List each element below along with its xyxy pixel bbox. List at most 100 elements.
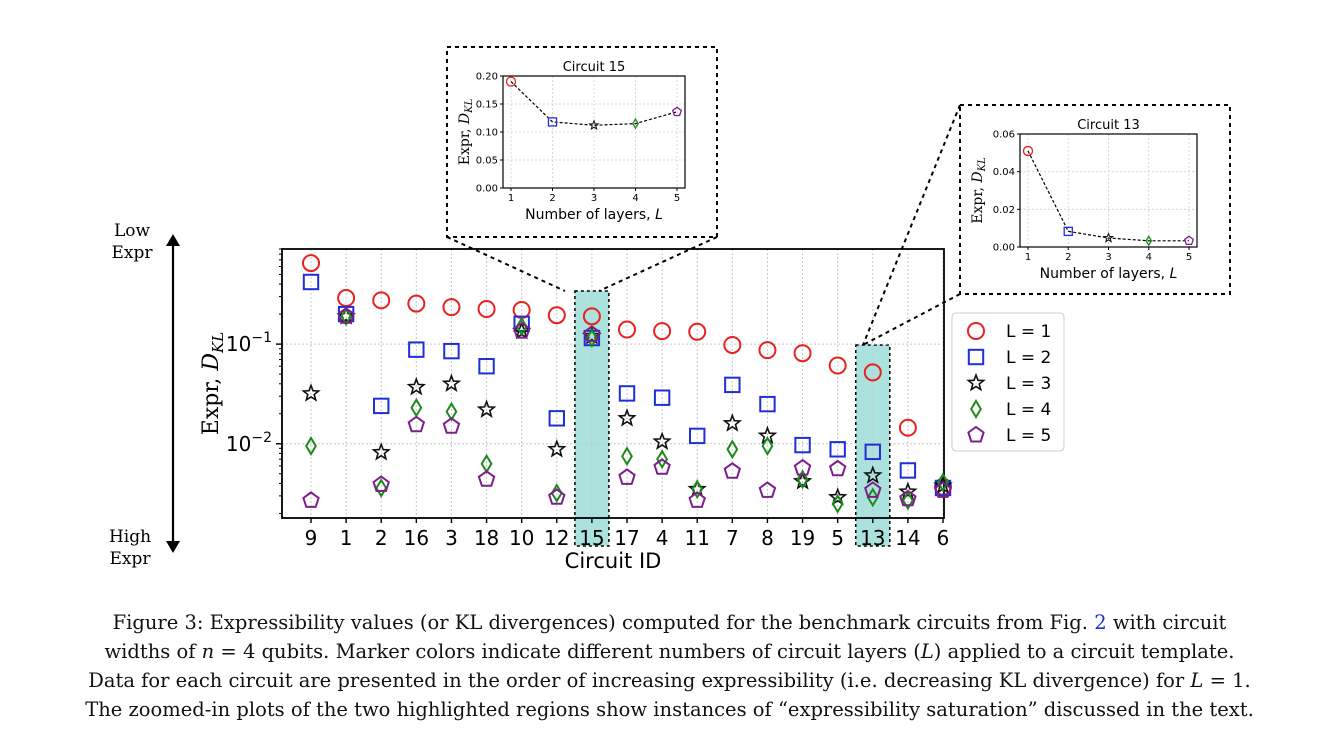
arrow-top-label: Low <box>114 221 151 241</box>
marker-circle-5 <box>828 356 847 375</box>
x-axis-label: Circuit ID <box>565 549 662 573</box>
marker-star-15 <box>582 325 602 345</box>
marker-circle-8 <box>758 341 777 360</box>
x-tick-label: 7 <box>726 526 739 550</box>
marker-pentagon-4 <box>653 458 671 475</box>
marker-diamond-11 <box>691 479 704 500</box>
inset-marker-L1 <box>505 76 517 87</box>
marker-diamond-15 <box>585 328 598 349</box>
marker-square-10 <box>513 315 530 332</box>
marker-diamond-19 <box>796 469 809 490</box>
marker-pentagon-8 <box>758 481 777 498</box>
marker-circle-16 <box>407 294 426 313</box>
marker-pentagon-1 <box>337 307 355 324</box>
marker-diamond-10 <box>515 316 528 337</box>
x-tick-label: 10 <box>509 526 534 550</box>
marker-star-8 <box>757 425 778 445</box>
marker-diamond-13 <box>866 487 879 508</box>
inset-y-tick-label: 0.10 <box>476 128 498 139</box>
marker-star-19 <box>792 470 813 490</box>
marker-diamond-17 <box>621 446 633 467</box>
inset-title: Circuit 15 <box>563 60 626 75</box>
marker-square-13 <box>864 443 881 461</box>
marker-pentagon-3 <box>442 416 461 434</box>
marker-diamond-12 <box>550 483 563 504</box>
inset-marker-L2 <box>547 117 558 127</box>
marker-pentagon-12 <box>548 488 566 505</box>
marker-square-9 <box>302 273 320 291</box>
figure-ref-link[interactable]: 2 <box>1094 611 1107 634</box>
marker-square-16 <box>408 341 425 358</box>
inset-y-axis-label: Expr, DKL <box>457 98 475 165</box>
marker-circle-13 <box>863 363 882 382</box>
x-tick-label: 4 <box>656 526 669 550</box>
inset-marker-L3 <box>588 119 600 131</box>
marker-square-5 <box>829 441 846 458</box>
marker-pentagon-15 <box>583 325 601 342</box>
inset-circuit-15: 1 2 3 4 5 0.00 0.05 0.10 0.15 0.20 Circuit 15 Numbe… <box>446 46 718 292</box>
inset-marker-L2 <box>1063 226 1073 237</box>
figure-caption: Figure 3: Expressibility values (or KL d… <box>20 608 1319 724</box>
marker-star-3 <box>441 373 462 393</box>
x-tick-label: 15 <box>579 526 604 550</box>
x-tick-label: 3 <box>445 526 458 550</box>
marker-square-18 <box>478 358 495 375</box>
marker-pentagon-18 <box>477 470 496 487</box>
inset-y-tick-label: 0.06 <box>993 130 1015 141</box>
inset-marker-L4 <box>1145 235 1153 247</box>
marker-square-4 <box>653 389 671 406</box>
legend-label: L = 1 <box>1006 322 1051 342</box>
marker-circle-7 <box>723 335 742 354</box>
inset-marker-L5 <box>671 106 683 117</box>
marker-pentagon-7 <box>723 462 742 479</box>
x-tick-label: 2 <box>375 526 388 550</box>
inset-x-axis-label: Number of layers, L <box>1040 266 1178 282</box>
figure-canvas: 10−110−29 1 2 16 3 18 10 12 15 17 4 11 7 8 19 5 13 14 6Cir… <box>109 46 1231 573</box>
caption-line-4: The zoomed-in plots of the two highlight… <box>85 698 1254 721</box>
marker-star-7 <box>722 413 743 432</box>
x-tick-label: 11 <box>684 526 709 550</box>
inset-x-axis-label: Number of layers, L <box>525 207 663 223</box>
marker-diamond-9 <box>305 436 317 456</box>
marker-circle-4 <box>653 322 672 341</box>
inset-marker-L5 <box>1183 235 1195 246</box>
zoom-connector <box>446 236 566 292</box>
marker-square-14 <box>899 462 917 479</box>
marker-star-12 <box>547 439 567 458</box>
inset-frame <box>959 104 1231 295</box>
marker-diamond-6 <box>937 472 949 493</box>
marker-square-12 <box>548 410 565 427</box>
x-tick-label: 9 <box>305 526 318 550</box>
caption-line-3: Data for each circuit are presented in t… <box>88 669 1251 692</box>
marker-diamond-4 <box>656 449 669 470</box>
arrow-top-label: Expr <box>111 243 153 263</box>
legend-label: L = 5 <box>1006 426 1051 446</box>
marker-star-5 <box>827 487 848 506</box>
marker-square-17 <box>618 385 636 402</box>
zoom-connector <box>598 236 718 292</box>
marker-diamond-14 <box>901 490 914 511</box>
inset-x-tick-label: 5 <box>1186 252 1192 263</box>
inset-x-tick-label: 3 <box>1105 252 1111 263</box>
marker-diamond-1 <box>340 306 353 327</box>
marker-circle-14 <box>898 418 917 437</box>
inset-y-tick-label: 0.15 <box>476 100 498 111</box>
marker-pentagon-14 <box>899 489 917 507</box>
inset-y-tick-label: 0.00 <box>993 243 1015 254</box>
marker-pentagon-2 <box>372 475 390 492</box>
y-tick-label: 10−1 <box>226 330 272 356</box>
arrow-head-up <box>166 234 180 246</box>
x-tick-label: 12 <box>544 526 569 550</box>
legend-label: L = 4 <box>1006 400 1051 420</box>
legend-marker-star <box>966 372 986 392</box>
inset-y-tick-label: 0.02 <box>993 205 1015 216</box>
inset-line <box>510 81 678 126</box>
zoom-connector <box>862 104 961 346</box>
marker-diamond-3 <box>445 401 458 422</box>
arrow-bottom-label: High <box>109 527 151 547</box>
marker-diamond-2 <box>375 478 388 498</box>
marker-star-16 <box>406 376 427 396</box>
caption-line-2: widths of n = 4 qubits. Marker colors in… <box>104 640 1235 663</box>
x-tick-label: 16 <box>404 526 429 550</box>
marker-circle-3 <box>442 298 461 317</box>
